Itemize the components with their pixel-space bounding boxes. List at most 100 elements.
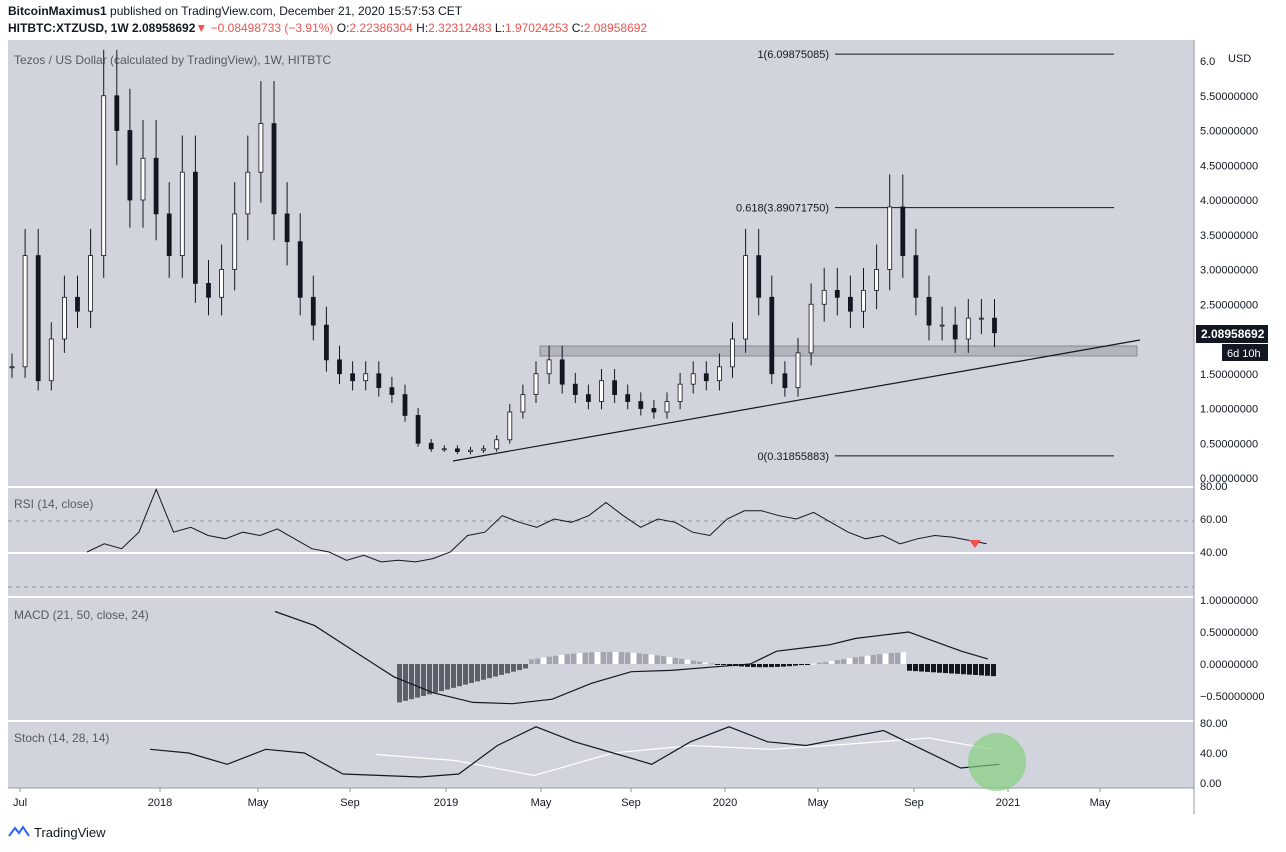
candle-body xyxy=(192,171,198,284)
candle-body xyxy=(992,317,997,334)
macd-bar xyxy=(715,664,720,665)
macd-bar xyxy=(799,664,804,666)
candle-body xyxy=(232,213,238,270)
macd-bar xyxy=(559,654,564,664)
time-axis[interactable]: Jul 2018 May Sep 2019 May Sep 2020 May Sep 2021 May xyxy=(13,788,1111,809)
macd-bar xyxy=(973,664,978,675)
candle-body xyxy=(468,449,473,452)
candle-body xyxy=(179,171,185,256)
macd-bar xyxy=(991,664,996,677)
macd-bar xyxy=(451,664,456,688)
open-value: 2.22386304 xyxy=(349,21,413,35)
macd-title: MACD (21, 50, close, 24) xyxy=(14,608,149,622)
candle-body xyxy=(559,359,565,385)
macd-bar xyxy=(475,664,480,682)
price-tick-label: 3.50000000 xyxy=(1200,230,1258,242)
candle-body xyxy=(271,123,277,215)
candle-body xyxy=(507,411,513,441)
macd-bar xyxy=(607,651,612,664)
macd-bar xyxy=(871,654,876,664)
fib-level-label: 0.618(3.89071750) xyxy=(736,203,829,215)
macd-bar xyxy=(685,659,690,664)
time-tick-label: 2020 xyxy=(713,797,737,809)
support-zone xyxy=(539,345,1138,357)
publish-info: published on TradingView.com, December 2… xyxy=(110,4,463,18)
symbol[interactable]: HITBTC:XTZUSD, 1W xyxy=(8,21,129,35)
price-tick-label: 1.50000000 xyxy=(1200,369,1258,381)
macd-bar xyxy=(763,664,768,668)
macd-histogram xyxy=(397,651,996,703)
macd-bar xyxy=(775,664,780,667)
rsi-panel[interactable] xyxy=(8,488,1194,596)
candle-body xyxy=(638,401,644,409)
candle-body xyxy=(166,213,172,256)
time-tick-label: Sep xyxy=(904,797,924,809)
candle-body xyxy=(769,296,775,375)
author[interactable]: BitcoinMaximus1 xyxy=(8,4,107,18)
macd-bar xyxy=(847,658,852,664)
candle-body xyxy=(428,442,434,450)
main-panel[interactable] xyxy=(8,40,1194,486)
candle-body xyxy=(900,206,906,256)
chart-canvas[interactable]: Tezos / US Dollar (calculated by Trading… xyxy=(0,40,1286,820)
macd-bar xyxy=(463,664,468,685)
macd-bar xyxy=(895,652,900,664)
time-tick-label: Jul xyxy=(13,797,27,809)
footer-brand[interactable]: TradingView xyxy=(34,824,106,840)
candle-body xyxy=(245,171,251,215)
macd-bar xyxy=(397,664,402,703)
macd-bar xyxy=(529,659,534,664)
macd-bar xyxy=(721,664,726,665)
price-tick-label: 0.00000000 xyxy=(1200,473,1258,485)
rsi-red-triangle xyxy=(969,540,981,548)
price-tick-label: 6.0 xyxy=(1200,56,1215,68)
candle-body xyxy=(297,241,303,298)
candlestick-series xyxy=(9,49,997,455)
price-tick-label: 2.50000000 xyxy=(1200,299,1258,311)
candle-body xyxy=(690,373,696,385)
macd-bar xyxy=(889,652,894,664)
macd-bar xyxy=(679,658,684,664)
macd-bar xyxy=(649,654,654,664)
footer: TradingView xyxy=(8,824,106,840)
macd-bar xyxy=(673,657,678,664)
indicator-tick-label: 1.00000000 xyxy=(1200,595,1258,607)
price-axis[interactable]: 6.0 5.50000000 5.00000000 4.50000000 4.00000… xyxy=(1200,56,1258,485)
close-label: C: xyxy=(571,21,584,35)
ascending-trendline[interactable] xyxy=(452,339,1141,462)
price-change: −0.08498733 (−3.91%) xyxy=(210,21,334,35)
macd-bar xyxy=(427,664,432,695)
macd-bar xyxy=(931,664,936,673)
close-value: 2.08958692 xyxy=(583,21,648,35)
macd-bar xyxy=(817,662,822,664)
time-tick-label: May xyxy=(531,797,552,809)
time-tick-label: 2018 xyxy=(148,797,172,809)
countdown-badge xyxy=(1222,344,1268,361)
time-tick-label: May xyxy=(1090,797,1111,809)
candle-body xyxy=(834,289,840,298)
candle-body xyxy=(874,269,879,291)
fib-retracement[interactable]: 1(6.09875085) 0.618(3.89071750) 0(0.318558… xyxy=(736,49,1114,463)
fib-level-label: 1(6.09875085) xyxy=(757,49,829,61)
macd-bar xyxy=(757,664,762,668)
candle-body xyxy=(415,415,421,444)
candle-body xyxy=(114,95,120,131)
macd-bar xyxy=(667,657,672,664)
candle-body xyxy=(101,95,107,257)
indicator-tick-label: 80.00 xyxy=(1200,481,1228,493)
macd-bar xyxy=(877,654,882,664)
candle-body xyxy=(323,324,329,361)
macd-bar xyxy=(439,664,444,692)
candle-body xyxy=(389,387,395,395)
candle-body xyxy=(939,324,945,327)
candle-body xyxy=(756,255,762,298)
macd-bar xyxy=(487,664,492,679)
candle-body xyxy=(572,383,578,395)
macd-bar xyxy=(835,660,840,664)
price-tick-label: 0.50000000 xyxy=(1200,438,1258,450)
macd-bar xyxy=(481,664,486,680)
candle-body xyxy=(310,296,316,326)
price-tick-label: 5.00000000 xyxy=(1200,126,1258,138)
fib-level-label: 0(0.31855883) xyxy=(757,451,829,463)
high-label: H: xyxy=(416,21,429,35)
